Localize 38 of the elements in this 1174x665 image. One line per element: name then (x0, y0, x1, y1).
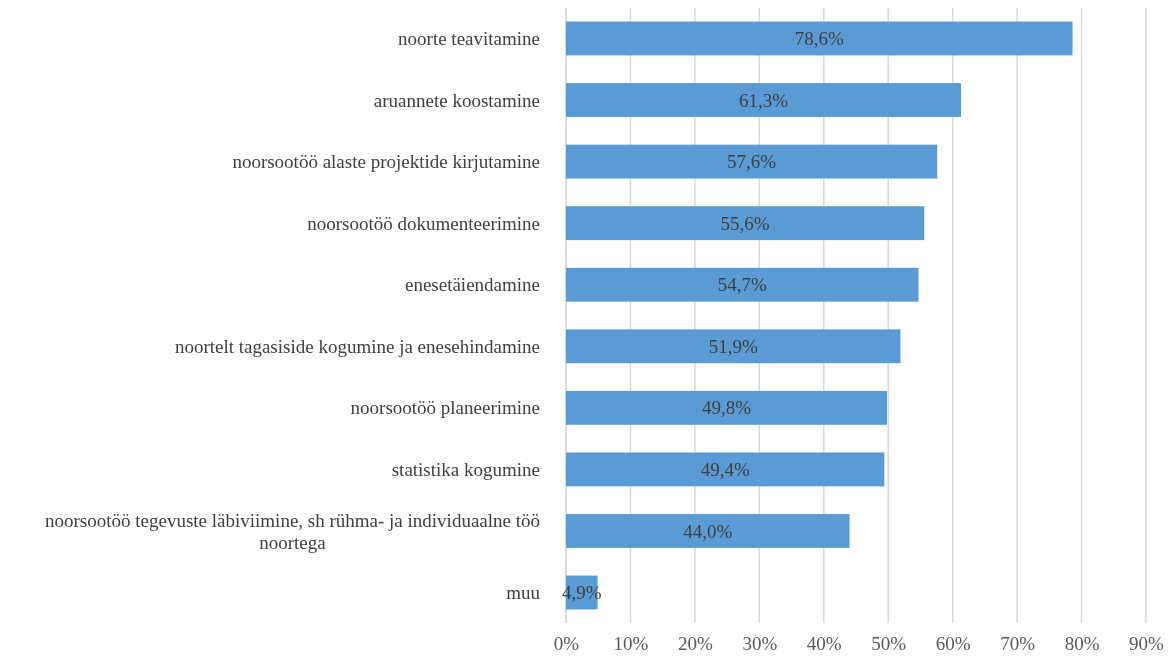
x-tick-label: 80% (1064, 633, 1100, 655)
bar (566, 329, 901, 364)
y-tick-label: noortelt tagasiside kogumine ja enesehindamine (174, 335, 540, 357)
y-tick-label: enesetäiendamine (404, 274, 540, 296)
y-tick-label: noorte teavitamine (398, 28, 540, 50)
data-label: 49,8% (701, 397, 752, 419)
data-label: 51,9% (708, 335, 758, 357)
bar (566, 390, 887, 425)
bar (566, 21, 1073, 56)
x-tick-label: 70% (1000, 633, 1036, 655)
x-tick-label: 0% (553, 633, 580, 655)
data-label: 57,6% (727, 151, 777, 173)
x-tick-label: 20% (677, 633, 713, 655)
bar (566, 452, 885, 487)
bar (566, 83, 962, 117)
data-label: 55,6% (720, 212, 770, 234)
x-tick-label: 90% (1129, 633, 1165, 655)
bar (566, 514, 850, 548)
x-tick-label: 60% (935, 633, 971, 655)
data-label: 44,0% (683, 520, 733, 542)
x-tick-label: 40% (806, 633, 842, 655)
bar (566, 144, 938, 179)
bar (566, 267, 919, 302)
y-tick-label: muu (506, 582, 541, 604)
y-tick-label: statistika kogumine (391, 459, 540, 481)
y-tick-label: noorsootöö dokumenteerimine (307, 212, 540, 234)
data-label: 49,4% (700, 459, 750, 481)
data-label: 54,7% (717, 274, 767, 296)
data-label: 61,3% (738, 89, 789, 111)
data-label: 78,6% (794, 28, 844, 50)
y-tick-label: noorsootöö alaste projektide kirjutamine (232, 151, 540, 173)
bar (566, 206, 925, 241)
x-tick-label: 10% (613, 633, 649, 655)
x-tick-label: 50% (871, 633, 907, 655)
y-tick-label: noorsootöö planeerimine (350, 397, 540, 419)
y-tick-label: noorsootöö tegevuste läbiviimine, sh rühma- ja individuaalne töö noortega (45, 509, 540, 553)
x-tick-label: 30% (742, 633, 778, 655)
y-tick-label: aruannete koostamine (373, 89, 540, 111)
